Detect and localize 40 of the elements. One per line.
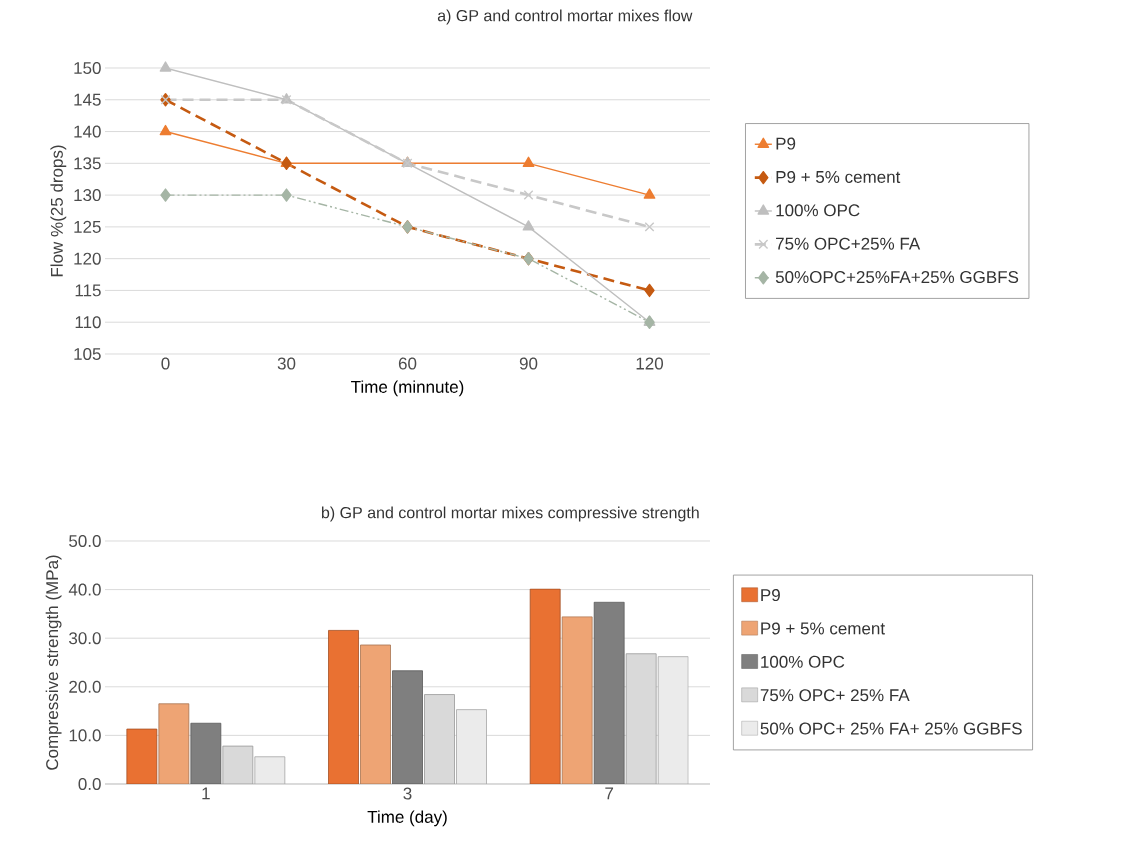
x-tick-label: 1 [202, 787, 210, 800]
y-tick-label: 120 [74, 252, 101, 265]
x-tick-label: 120 [636, 357, 664, 370]
legend-label: P9 + 5% cement [776, 170, 901, 183]
y-tick-label: 0.0 [78, 777, 101, 791]
x-tick-label: 60 [398, 357, 417, 370]
x-axis-title: Time (minnute) [351, 380, 464, 397]
legend-label: P9 [761, 589, 780, 602]
y-tick-label: 30.0 [69, 632, 101, 645]
y-tick-label: 140 [74, 125, 101, 138]
legend-label: P9 + 5% cement [761, 622, 885, 635]
y-axis-title: Compressive strength (MPa) [45, 555, 62, 770]
legend-label: 75% OPC+ 25% FA [760, 689, 910, 702]
y-tick-label: 145 [74, 93, 101, 106]
y-tick-label: 105 [74, 347, 101, 361]
y-tick-label: 110 [75, 316, 101, 329]
y-tick-label: 130 [74, 189, 101, 202]
x-tick-label: 7 [605, 787, 614, 800]
legend-label: P9 [776, 137, 796, 150]
x-tick-label: 30 [277, 357, 296, 370]
chart-title: b) GP and control mortar mixes compressive strength [321, 506, 699, 522]
x-tick-label: 90 [519, 357, 538, 370]
chart-title: a) GP and control mortar mixes flow [437, 9, 693, 25]
legend-label: 100% OPC [776, 204, 860, 217]
y-tick-label: 115 [75, 284, 101, 297]
x-tick-label: 0 [161, 357, 170, 370]
x-axis-title: Time (day) [367, 810, 447, 827]
y-tick-label: 135 [74, 157, 101, 170]
y-tick-label: 40.0 [68, 583, 101, 596]
y-tick-label: 125 [74, 220, 101, 233]
y-tick-label: 150 [74, 61, 101, 75]
x-tick-label: 3 [403, 787, 412, 800]
legend-label: 50%OPC+25%FA+25% GGBFS [775, 271, 1019, 284]
legend-label: 50% OPC+ 25% FA+ 25% GGBFS [760, 722, 1022, 735]
legend-label: 75% OPC+25% FA [776, 237, 921, 250]
y-tick-label: 50.0 [69, 534, 101, 548]
y-axis-title: Flow %(25 drops) [50, 145, 67, 277]
y-tick-label: 10.0 [69, 729, 101, 742]
legend-label: 100% OPC [761, 655, 845, 668]
y-tick-label: 20.0 [69, 680, 101, 693]
